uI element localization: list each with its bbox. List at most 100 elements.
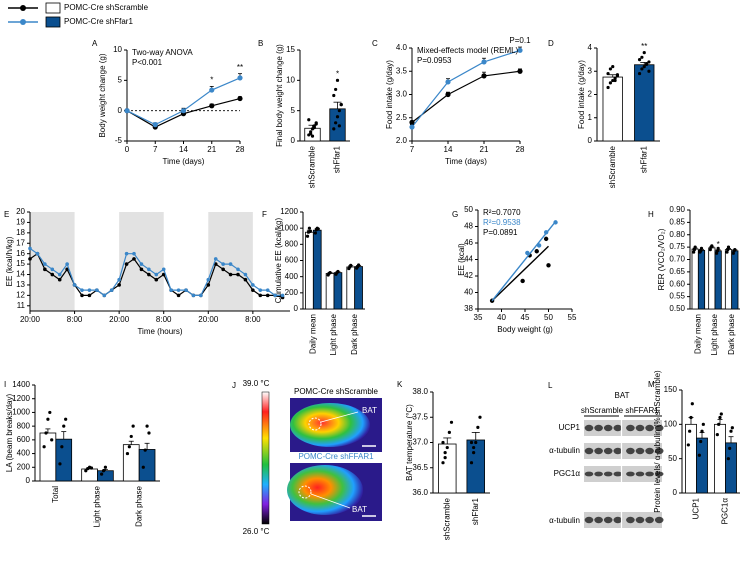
series-point: [57, 277, 62, 282]
error-bar: [333, 101, 342, 109]
error-bar: [471, 431, 480, 440]
data-point: [689, 415, 693, 420]
x-tick-label: Light phase: [710, 313, 719, 355]
y-tick-label: 1200: [280, 207, 298, 216]
series-point: [180, 108, 187, 114]
x-axis-label: Time (days): [445, 157, 487, 166]
y-tick-label: 3: [588, 66, 593, 75]
y-axis-label: EE (kcal/h/kg): [5, 236, 14, 286]
y-tick-label: 1000: [280, 223, 298, 232]
bar: [438, 443, 457, 494]
row-label: PGC1α: [554, 469, 581, 478]
y-axis-label: LA (beam breaks/day): [5, 394, 14, 473]
y-tick-label: 10: [113, 45, 122, 54]
bar: [354, 266, 363, 310]
data-point: [693, 245, 697, 249]
series-point: [517, 68, 523, 74]
data-point: [310, 134, 315, 138]
series-point: [50, 272, 55, 277]
data-point: [478, 415, 482, 419]
y-tick-label: 3.0: [396, 90, 408, 99]
row-label: UCP1: [559, 423, 581, 432]
blot-band: [654, 471, 664, 477]
blot-band: [613, 471, 623, 477]
error-bar: [640, 62, 649, 65]
blot-strip: [584, 466, 662, 482]
series-line: [411, 70, 521, 123]
series-point: [117, 283, 121, 287]
blot-band: [603, 447, 613, 455]
series-point: [258, 288, 263, 292]
y-tick-label: 0: [291, 136, 296, 145]
series-point: [265, 293, 270, 298]
data-point: [334, 87, 338, 92]
data-point: [728, 446, 732, 450]
data-point: [469, 440, 474, 445]
x-tick-label: 40: [497, 313, 506, 322]
data-point: [699, 439, 703, 444]
blot-band: [594, 424, 603, 432]
scatter-point: [525, 250, 530, 256]
y-tick-label: 0: [118, 106, 123, 115]
series-point: [206, 283, 211, 287]
data-point: [42, 445, 46, 449]
data-point: [733, 248, 737, 252]
data-point: [349, 263, 353, 267]
y-axis-label: Protein levels/ α-tubulin (% shScramble): [653, 370, 662, 513]
blot-band: [584, 471, 594, 477]
bar: [685, 423, 697, 494]
annotation: Mixed-effects model (REML): [417, 46, 519, 55]
data-point: [449, 420, 454, 424]
y-tick-label: 1400: [12, 380, 30, 389]
scatter-point: [543, 236, 549, 242]
y-axis-label: BAT temperature (°C): [405, 404, 414, 481]
annotation: P=0.0891: [483, 228, 518, 237]
data-point: [332, 93, 336, 98]
data-point: [337, 109, 341, 113]
series-point: [199, 293, 203, 298]
blot-strip: [584, 420, 662, 436]
error-bar: [144, 442, 150, 450]
data-point: [476, 425, 480, 429]
dark-phase: [30, 212, 75, 311]
data-point: [726, 248, 730, 252]
series-point: [43, 267, 47, 272]
y-tick-label: 13: [16, 280, 25, 289]
x-tick-label: 28: [236, 145, 245, 154]
series-point: [251, 288, 255, 292]
data-point: [611, 78, 615, 83]
data-point: [445, 445, 449, 450]
x-tick-label: 8:00: [245, 315, 261, 324]
data-point: [131, 424, 135, 428]
data-point: [731, 251, 735, 255]
series-point: [43, 262, 47, 266]
y-tick-label: 1200: [12, 394, 30, 403]
bar: [731, 250, 739, 310]
scale-min-label: 26.0 °C: [243, 527, 270, 536]
x-tick-label: 45: [521, 313, 530, 322]
series-point: [409, 124, 415, 130]
data-point: [719, 412, 723, 416]
x-tick-label: 14: [444, 145, 453, 154]
data-point: [640, 67, 644, 71]
series-point: [221, 267, 225, 272]
y-tick-label: 0.65: [669, 267, 685, 276]
y-tick-label: 0.60: [669, 279, 685, 288]
data-point: [730, 426, 734, 430]
x-tick-label: 20:00: [109, 315, 130, 324]
x-tick-label: Dark phase: [134, 485, 143, 526]
blot-band: [603, 516, 613, 524]
bar: [602, 76, 623, 142]
panel-label: B: [258, 39, 263, 48]
significance: *: [336, 69, 339, 78]
y-tick-label: 4: [588, 43, 593, 52]
scatter-point: [546, 263, 551, 268]
blot-band: [645, 516, 654, 524]
bar: [333, 272, 343, 310]
data-point: [699, 246, 704, 250]
x-tick-label: 35: [474, 313, 483, 322]
y-tick-label: 10: [286, 75, 295, 84]
y-tick-label: 0.50: [669, 304, 685, 313]
y-tick-label: 20: [16, 207, 25, 216]
data-point: [613, 78, 617, 83]
